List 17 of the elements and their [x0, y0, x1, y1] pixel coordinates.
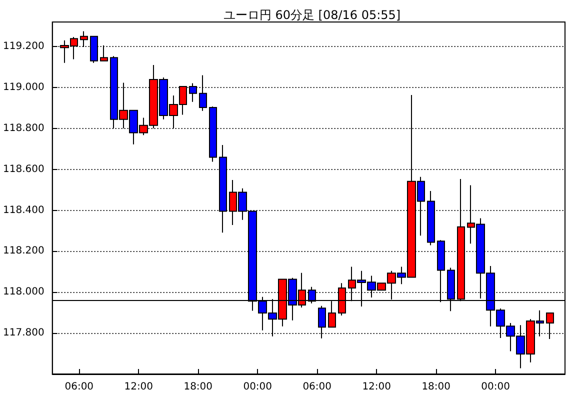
y-tick-label: 118.400 [2, 204, 44, 216]
x-tick-label: 18:00 [184, 382, 213, 392]
y-tick-label: 118.200 [2, 246, 44, 257]
x-tick-label: 00:00 [243, 382, 272, 392]
x-tick-label: 12:00 [362, 382, 392, 392]
y-tick-label: 118.600 [2, 164, 44, 175]
x-tick-label: 06:00 [64, 382, 94, 392]
y-tick-label: 119.200 [2, 41, 44, 52]
x-tick-label: 06:00 [302, 382, 332, 392]
x-tick-label: 00:00 [481, 382, 510, 392]
x-tick-label: 12:00 [124, 382, 154, 392]
chart-title: ユーロ円 60分足 [08/16 05:55] [223, 8, 401, 22]
y-tick-label: 119.000 [2, 82, 44, 93]
y-tick-label: 117.800 [2, 328, 44, 339]
y-tick-label: 118.000 [2, 286, 44, 298]
x-tick-label: 18:00 [422, 382, 451, 392]
y-tick-label: 118.800 [2, 122, 44, 134]
